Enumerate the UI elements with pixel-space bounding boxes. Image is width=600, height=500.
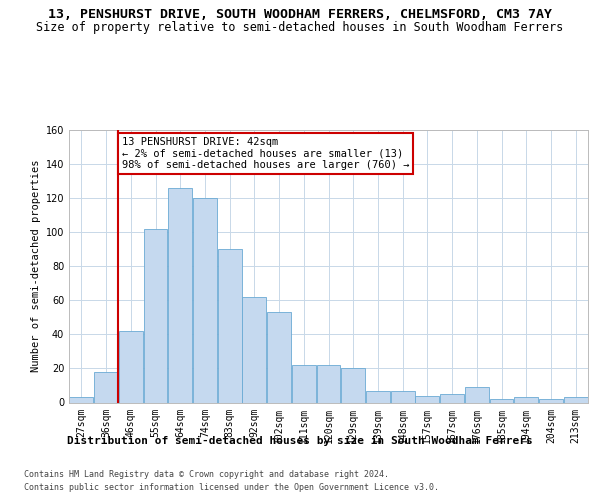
Bar [242,297,266,403]
Bar [465,387,489,402]
Bar [366,390,390,402]
Bar [218,249,242,402]
Bar [292,365,316,403]
Text: Contains public sector information licensed under the Open Government Licence v3: Contains public sector information licen… [24,482,439,492]
Bar [317,365,340,403]
Bar [94,372,118,402]
Bar [563,398,587,402]
Text: Size of property relative to semi-detached houses in South Woodham Ferrers: Size of property relative to semi-detach… [37,21,563,34]
Bar [70,398,94,402]
Text: Distribution of semi-detached houses by size in South Woodham Ferrers: Distribution of semi-detached houses by … [67,436,533,446]
Bar [440,394,464,402]
Bar [490,399,514,402]
Y-axis label: Number of semi-detached properties: Number of semi-detached properties [31,160,41,372]
Bar [415,396,439,402]
Bar [143,229,167,402]
Bar [514,398,538,402]
Text: 13 PENSHURST DRIVE: 42sqm
← 2% of semi-detached houses are smaller (13)
98% of s: 13 PENSHURST DRIVE: 42sqm ← 2% of semi-d… [122,137,410,170]
Text: Contains HM Land Registry data © Crown copyright and database right 2024.: Contains HM Land Registry data © Crown c… [24,470,389,479]
Bar [168,188,192,402]
Bar [539,399,563,402]
Bar [119,331,143,402]
Text: 13, PENSHURST DRIVE, SOUTH WOODHAM FERRERS, CHELMSFORD, CM3 7AY: 13, PENSHURST DRIVE, SOUTH WOODHAM FERRE… [48,8,552,20]
Bar [341,368,365,402]
Bar [267,312,291,402]
Bar [391,390,415,402]
Bar [193,198,217,402]
